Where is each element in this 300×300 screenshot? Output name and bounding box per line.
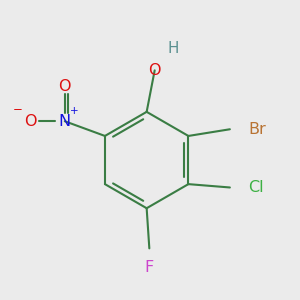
Text: O: O bbox=[58, 79, 71, 94]
Text: N: N bbox=[59, 114, 71, 129]
Text: F: F bbox=[145, 260, 154, 274]
Text: Cl: Cl bbox=[248, 180, 264, 195]
Text: Br: Br bbox=[248, 122, 266, 137]
Text: −: − bbox=[13, 103, 23, 116]
Text: +: + bbox=[70, 106, 79, 116]
Text: H: H bbox=[167, 41, 178, 56]
Text: O: O bbox=[24, 114, 36, 129]
Text: O: O bbox=[148, 63, 161, 78]
